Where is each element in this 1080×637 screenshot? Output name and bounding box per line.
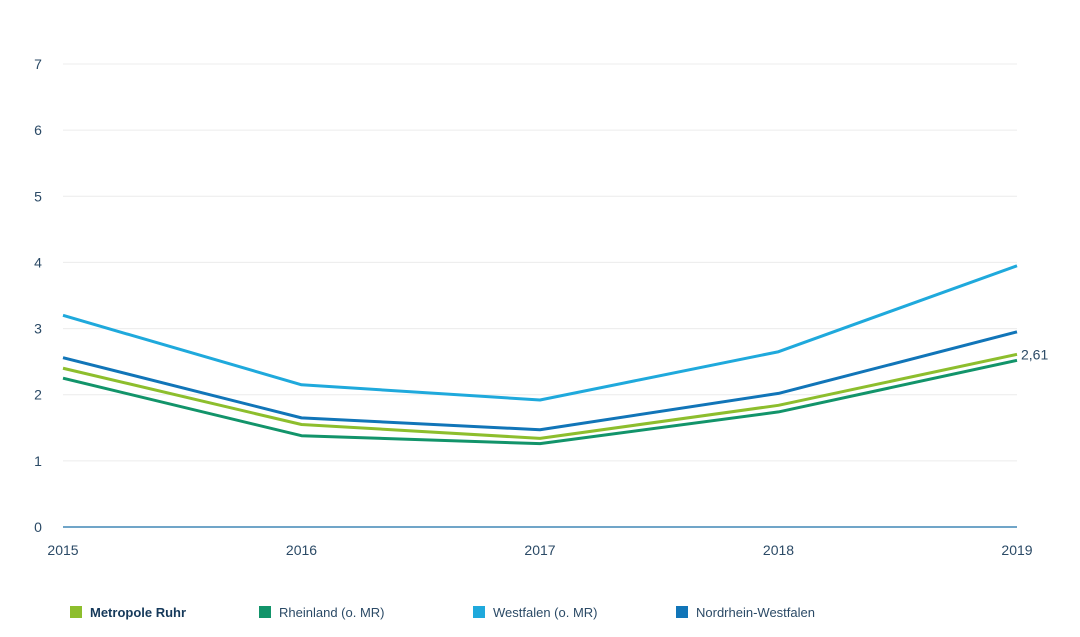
y-tick-label: 3	[34, 321, 42, 337]
x-tick-label: 2016	[286, 542, 317, 558]
series-lines	[62, 264, 1018, 446]
x-axis: 2015 2016 2017 2018 2019	[47, 526, 1033, 558]
legend-swatch	[676, 606, 688, 618]
legend-swatch	[473, 606, 485, 618]
y-tick-label: 5	[34, 188, 42, 204]
y-tick-label: 2	[34, 387, 42, 403]
legend-label: Metropole Ruhr	[90, 605, 186, 620]
legend-swatch	[259, 606, 271, 618]
legend-label: Nordrhein-Westfalen	[696, 605, 815, 620]
x-tick-label: 2017	[524, 542, 555, 558]
annotations: 2,61	[1021, 346, 1048, 362]
y-tick-label: 4	[34, 254, 42, 270]
x-tick-label: 2019	[1001, 542, 1032, 558]
legend-item: Westfalen (o. MR)	[473, 605, 598, 620]
y-tick-label: 7	[34, 56, 42, 72]
gridlines	[63, 63, 1017, 462]
legend-item: Metropole Ruhr	[70, 605, 186, 620]
legend: Metropole Ruhr Rheinland (o. MR) Westfalen…	[70, 605, 815, 620]
x-tick-label: 2015	[47, 542, 78, 558]
legend-label: Rheinland (o. MR)	[279, 605, 385, 620]
y-tick-label: 0	[34, 519, 42, 535]
data-label: 2,61	[1021, 346, 1048, 362]
legend-item: Rheinland (o. MR)	[259, 605, 385, 620]
series-line-rheinland-o-mr	[62, 358, 1018, 446]
series-line-westfalen-o-mr	[62, 264, 1018, 402]
y-axis: 0 1 2 3 4 5 6 7	[34, 56, 42, 535]
y-tick-label: 1	[34, 453, 42, 469]
legend-item: Nordrhein-Westfalen	[676, 605, 815, 620]
series-line-metropole-ruhr	[62, 352, 1018, 440]
series-line-nordrhein-westfalen	[62, 330, 1018, 432]
x-tick-label: 2018	[763, 542, 794, 558]
y-tick-label: 6	[34, 122, 42, 138]
legend-label: Westfalen (o. MR)	[493, 605, 598, 620]
legend-swatch	[70, 606, 82, 618]
